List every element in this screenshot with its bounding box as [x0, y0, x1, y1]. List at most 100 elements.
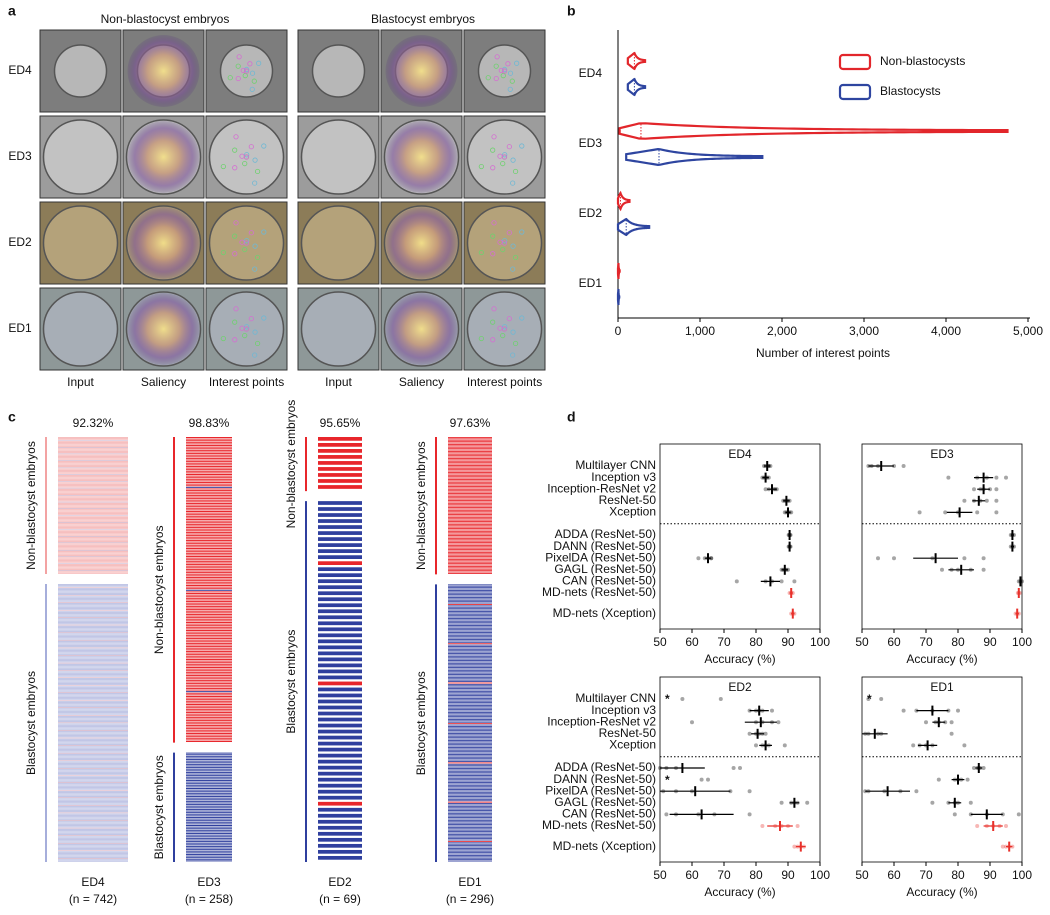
sample-stripe [448, 598, 492, 600]
run-point [731, 766, 736, 770]
sample-stripe [186, 683, 232, 685]
violin [626, 51, 647, 71]
sample-stripe [186, 454, 232, 456]
run-point [901, 708, 906, 713]
sample-stripe [448, 556, 492, 558]
x-axis-label: Accuracy (%) [704, 885, 775, 899]
sample-stripe [318, 837, 362, 842]
run-point [782, 743, 787, 748]
sample-stripe [186, 446, 232, 448]
sample-stripe [448, 790, 492, 792]
sample-stripe [448, 804, 492, 806]
sample-stripe [186, 520, 232, 522]
interest-point [505, 61, 511, 67]
sample-stripe [448, 660, 492, 661]
sample-stripe [186, 467, 232, 469]
run-point [680, 697, 685, 701]
interest-point [512, 168, 519, 175]
sample-stripe [186, 530, 232, 532]
sample-stripe [448, 728, 492, 730]
sample-stripe [186, 841, 232, 843]
sample-stripe [448, 840, 492, 842]
sample-stripe [448, 702, 492, 704]
sample-stripe [186, 610, 232, 612]
sample-stripe [448, 622, 492, 624]
group-label: Blastocyst embryos [284, 630, 298, 734]
sample-stripe [186, 802, 232, 804]
sample-stripe [186, 860, 232, 862]
sample-stripe [448, 537, 492, 539]
sample-stripe [448, 542, 492, 544]
sample-stripe [318, 711, 362, 716]
sample-stripe [186, 681, 232, 683]
interest-point [478, 249, 484, 256]
sample-stripe [186, 461, 232, 463]
sample-stripe [448, 618, 492, 619]
sample-stripe [448, 808, 492, 810]
sample-stripe [186, 459, 232, 461]
category-label: CAN (ResNet-50) [562, 807, 656, 821]
sample-stripe [186, 857, 232, 859]
sample-stripe [318, 621, 362, 626]
sample-stripe [448, 714, 492, 716]
x-tick-label: 50 [653, 868, 667, 882]
sample-stripe [186, 734, 232, 736]
sample-stripe [318, 813, 362, 818]
sample-stripe [186, 775, 232, 777]
sample-stripe [186, 494, 232, 496]
sample-stripe [448, 623, 492, 625]
sample-stripe [186, 821, 232, 823]
sample-stripe [448, 815, 492, 817]
sample-stripe [186, 759, 232, 761]
interest-point [242, 160, 248, 167]
sample-stripe [448, 474, 492, 476]
run-point [782, 510, 787, 515]
interest-point [502, 238, 508, 244]
sample-stripe [448, 592, 492, 594]
sample-stripe [186, 657, 232, 659]
sample-stripe [448, 842, 492, 844]
sample-stripe [186, 567, 232, 569]
sample-stripe [448, 451, 492, 452]
sample-stripe [448, 636, 492, 638]
sample-stripe [448, 849, 492, 851]
sample-stripe [448, 817, 492, 819]
sample-stripe [448, 525, 492, 527]
run-point [994, 510, 999, 515]
sample-stripe [186, 853, 232, 855]
interest-point [243, 154, 250, 160]
sample-stripe [186, 589, 232, 591]
sample-stripe [448, 859, 492, 861]
interest-point [509, 78, 515, 84]
sample-stripe [448, 570, 492, 572]
sample-stripe [186, 469, 232, 471]
category-label: GAGL (ResNet-50) [554, 795, 656, 809]
interest-point [220, 163, 226, 170]
x-tick-label: 50 [855, 868, 869, 882]
sample-stripe [186, 804, 232, 806]
run-point [776, 720, 781, 725]
sample-stripe [186, 655, 232, 657]
sample-stripe [186, 457, 232, 459]
interest-point [220, 249, 226, 256]
run-point [892, 556, 896, 561]
sample-stripe [448, 724, 492, 726]
sample-stripe [186, 551, 232, 553]
sample-stripe [448, 535, 492, 537]
sample-stripe [448, 442, 492, 444]
sample-stripe [318, 801, 362, 806]
sample-stripe [448, 472, 492, 473]
embryo [311, 44, 366, 98]
sample-stripe [448, 491, 492, 493]
column-label: Interest points [209, 375, 284, 389]
sample-stripe [448, 768, 492, 769]
sample-stripe [448, 703, 492, 705]
y-tick-label: ED4 [579, 66, 603, 80]
sample-stripe [186, 453, 232, 455]
sample-stripe [448, 533, 492, 535]
y-tick-label: ED3 [579, 136, 603, 150]
sample-stripe [186, 847, 232, 849]
sample-stripe [186, 580, 232, 582]
run-point [779, 579, 784, 584]
interest-point [478, 163, 484, 170]
